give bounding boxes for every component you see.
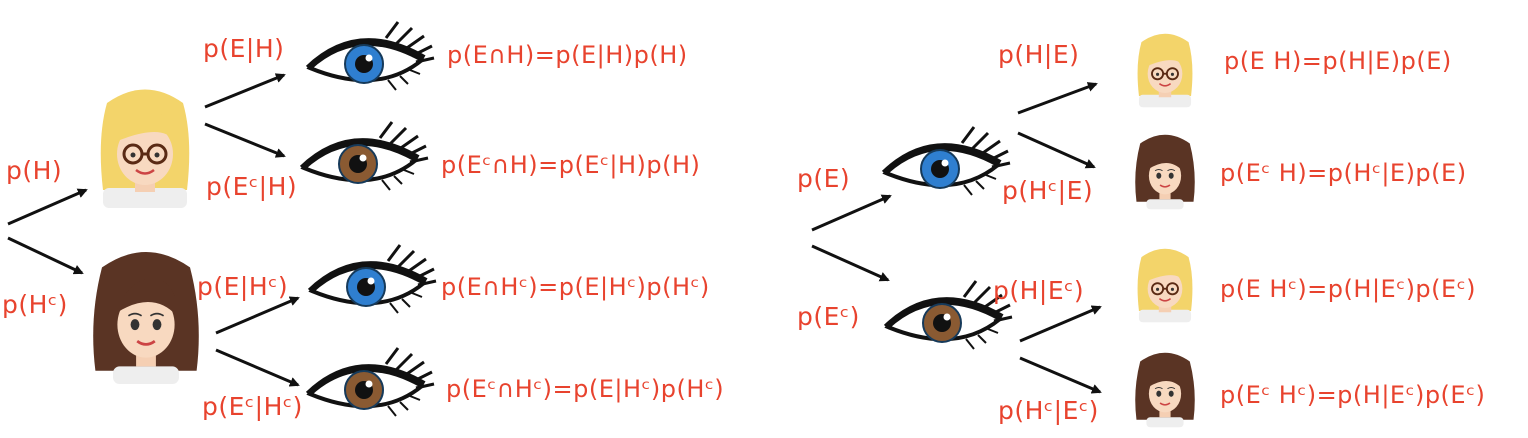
root-prob-e: p(E): [797, 164, 851, 193]
arrow-blue-eye-to-blonde: [1017, 82, 1098, 115]
branch-label-ec-given-hc: p(Eᶜ|Hᶜ): [202, 392, 303, 421]
branch-label-h-given-ec: p(H|Eᶜ): [993, 276, 1085, 305]
branch-label-hc-given-e: p(Hᶜ|E): [1002, 176, 1094, 205]
result-ec-hc: p(Eᶜ Hᶜ)=p(H|Eᶜ)p(Eᶜ): [1220, 381, 1486, 409]
branch-label-hc-given-ec: p(Hᶜ|Eᶜ): [998, 396, 1099, 425]
arrow-brunette-to-brown-eye: [215, 348, 300, 387]
blue-eye-icon: [310, 245, 436, 313]
arrow-blonde-to-blue-eye: [204, 73, 286, 109]
result-e-hc: p(E Hᶜ)=p(H|Eᶜ)p(Eᶜ): [1220, 275, 1476, 303]
branch-label-h-given-e: p(H|E): [998, 40, 1080, 69]
arrow-brunette-to-blue-eye: [215, 296, 300, 335]
brunette-woman-icon: [1134, 134, 1196, 210]
brown-eye-icon: [302, 122, 428, 190]
result-e-h: p(E H)=p(H|E)p(E): [1224, 47, 1452, 75]
brunette-woman-icon: [1134, 352, 1196, 428]
arrow-root-to-blue-eye: [811, 194, 892, 232]
result-e-and-h: p(E∩H)=p(E|H)p(H): [447, 41, 688, 69]
arrow-root-to-brunette: [7, 236, 84, 275]
blonde-woman-icon: [1136, 247, 1194, 324]
root-prob-hc: p(Hᶜ): [2, 290, 68, 319]
root-prob-ec: p(Eᶜ): [797, 302, 860, 331]
brunette-woman-icon: [91, 250, 201, 386]
root-prob-h: p(H): [6, 156, 63, 185]
arrow-root-to-blonde: [7, 188, 88, 226]
blonde-woman-icon: [99, 88, 191, 210]
arrow-blue-eye-to-brunette: [1017, 131, 1096, 169]
blue-eye-icon: [884, 127, 1010, 195]
arrow-root-to-brown-eye: [811, 244, 890, 282]
arrow-brown-eye-to-brunette: [1019, 356, 1102, 394]
arrow-blonde-to-brown-eye: [204, 122, 286, 158]
result-ec-and-h: p(Eᶜ∩H)=p(Eᶜ|H)p(H): [441, 151, 701, 179]
blue-eye-icon: [308, 22, 434, 90]
branch-label-ec-given-h: p(Eᶜ|H): [206, 172, 298, 201]
blonde-woman-icon: [1136, 32, 1194, 109]
result-ec-and-hc: p(Eᶜ∩Hᶜ)=p(E|Hᶜ)p(Hᶜ): [446, 375, 725, 403]
result-e-and-hc: p(E∩Hᶜ)=p(E|Hᶜ)p(Hᶜ): [441, 273, 710, 301]
branch-label-e-given-h: p(E|H): [203, 34, 285, 63]
branch-label-e-given-hc: p(E|Hᶜ): [197, 272, 289, 301]
result-ec-h: p(Eᶜ H)=p(Hᶜ|E)p(E): [1220, 159, 1467, 187]
arrow-brown-eye-to-blonde: [1019, 305, 1102, 343]
brown-eye-icon: [308, 348, 434, 416]
